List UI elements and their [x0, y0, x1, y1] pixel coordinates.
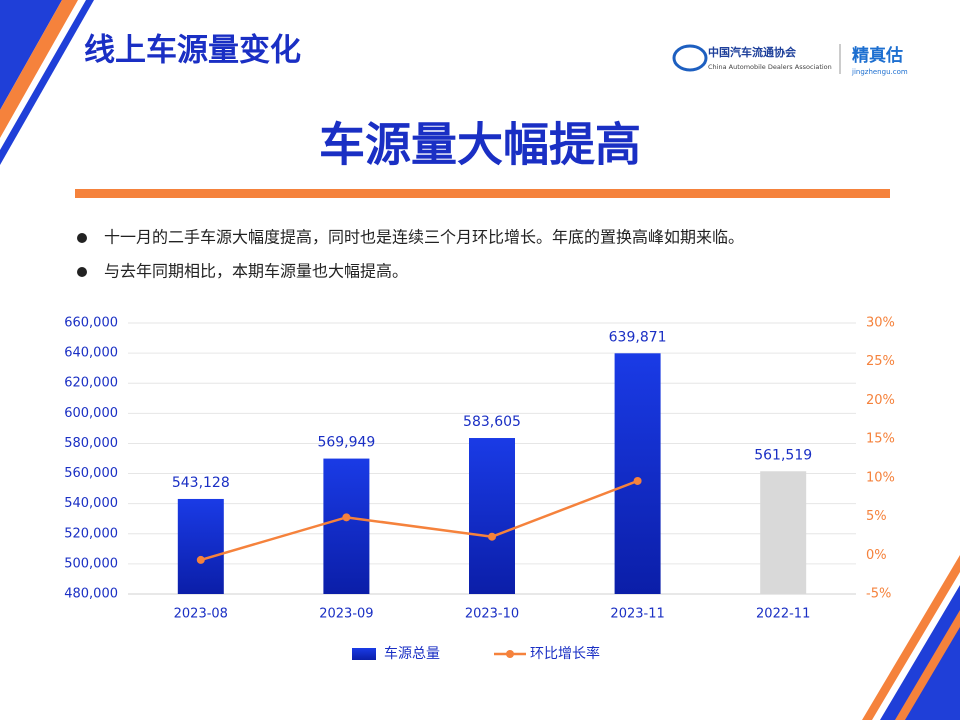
data-label: 561,519 [754, 447, 812, 463]
y-tick-label: 660,000 [64, 316, 118, 331]
y-tick-label: 620,000 [64, 376, 118, 391]
data-label: 639,871 [609, 329, 667, 345]
bullet-text: 与去年同期相比，本期车源量也大幅提高。 [104, 262, 408, 281]
bar [614, 353, 661, 594]
legend-label: 环比增长率 [530, 645, 600, 662]
y-tick-label: 560,000 [64, 466, 118, 481]
bar [469, 438, 515, 594]
brand-url: jingzhengu.com [851, 68, 908, 76]
legend-swatch [506, 650, 514, 658]
y2-tick-label: 0% [866, 548, 887, 563]
y-tick-label: 580,000 [64, 436, 118, 451]
legend-swatch [352, 648, 376, 660]
x-tick-label: 2023-08 [174, 607, 228, 622]
decor-bottom-right [862, 555, 960, 720]
y-tick-label: 480,000 [64, 587, 118, 602]
bullet-dot [77, 267, 87, 277]
y2-tick-label: 20% [866, 393, 895, 408]
y-tick-label: 520,000 [64, 526, 118, 541]
line [200, 479, 639, 562]
data-label: 583,605 [463, 414, 521, 430]
y-tick-label: 640,000 [64, 346, 118, 361]
y2-tick-label: 30% [866, 316, 895, 331]
y-tick-label: 540,000 [64, 496, 118, 511]
logo-cn: 中国汽车流通协会 [708, 45, 797, 59]
x-tick-label: 2023-11 [610, 607, 664, 622]
decor-top-left [0, 0, 94, 165]
x-tick-label: 2023-09 [319, 607, 373, 622]
page-title: 线上车源量变化 [84, 33, 301, 69]
line-point [342, 513, 351, 522]
bar [323, 458, 370, 594]
headline: 车源量大幅提高 [319, 118, 641, 172]
divider [75, 189, 890, 198]
bar [760, 471, 807, 594]
y2-tick-label: 25% [866, 354, 895, 369]
line-point [488, 532, 496, 541]
logo-en: China Automobile Dealers Association [708, 63, 832, 71]
y2-tick-label: 15% [866, 432, 895, 447]
bar [177, 498, 224, 594]
y-tick-label: 600,000 [64, 406, 118, 421]
y2-tick-label: -5% [866, 587, 891, 602]
x-tick-label: 2023-10 [465, 607, 519, 622]
logo-cada: 中国汽车流通协会 China Automobile Dealers Associ… [672, 44, 908, 76]
data-label: 543,128 [172, 475, 230, 491]
bullet-text: 十一月的二手车源大幅度提高，同时也是连续三个月环比增长。年底的置换高峰如期来临。 [104, 228, 744, 247]
legend-label: 车源总量 [384, 645, 440, 662]
bullet-dot [77, 233, 87, 243]
y-tick-label: 500,000 [64, 556, 118, 571]
line-point [633, 476, 642, 485]
y2-tick-label: 5% [866, 509, 887, 524]
chart: 480,000 500,000 520,000 540,000 560,000 580,0… [64, 316, 895, 663]
x-tick-label: 2022-11 [756, 607, 810, 622]
brand: 精真估 [852, 45, 903, 66]
data-label: 569,949 [317, 435, 375, 451]
line-point [196, 555, 205, 564]
y2-tick-label: 10% [866, 470, 895, 485]
